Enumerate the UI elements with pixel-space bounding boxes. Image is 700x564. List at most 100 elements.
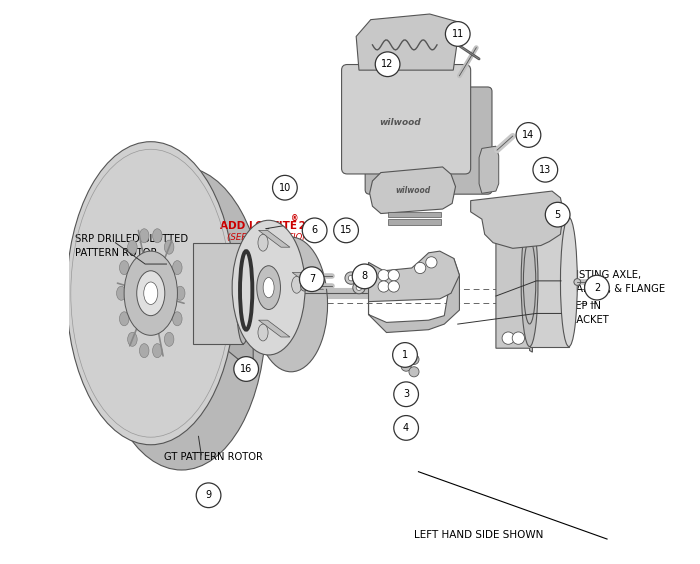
Ellipse shape (144, 282, 158, 305)
Ellipse shape (258, 324, 268, 341)
Circle shape (389, 281, 400, 292)
Ellipse shape (172, 261, 182, 275)
Text: 9: 9 (206, 490, 211, 500)
Ellipse shape (164, 240, 174, 254)
Ellipse shape (349, 275, 354, 281)
Text: (SEE INSTRUCTIONS): (SEE INSTRUCTIONS) (227, 232, 317, 241)
Text: 14: 14 (522, 130, 535, 140)
Bar (389, 219, 442, 225)
Ellipse shape (300, 282, 307, 291)
Polygon shape (496, 214, 533, 352)
Ellipse shape (522, 218, 538, 346)
Polygon shape (368, 258, 459, 333)
Bar (389, 212, 442, 218)
Ellipse shape (149, 321, 156, 332)
Ellipse shape (127, 240, 137, 254)
Circle shape (409, 367, 419, 377)
Circle shape (334, 218, 358, 243)
Circle shape (393, 342, 417, 367)
Ellipse shape (263, 277, 274, 298)
Ellipse shape (136, 271, 164, 316)
Circle shape (401, 347, 411, 357)
Ellipse shape (292, 276, 302, 293)
Circle shape (394, 416, 419, 440)
Text: SRP DRILLED/SLOTTED
PATTERN ROTOR: SRP DRILLED/SLOTTED PATTERN ROTOR (75, 233, 188, 258)
Text: EXISTING AXLE,
BEARING, & FLANGE: EXISTING AXLE, BEARING, & FLANGE (564, 270, 666, 294)
Ellipse shape (124, 251, 177, 336)
Polygon shape (370, 167, 456, 214)
Text: 6: 6 (312, 226, 318, 235)
Ellipse shape (345, 272, 357, 284)
Text: wilwood: wilwood (395, 186, 430, 195)
Circle shape (375, 52, 400, 77)
Ellipse shape (574, 279, 581, 285)
Circle shape (516, 122, 541, 147)
Text: STEP IN
BRACKET: STEP IN BRACKET (564, 301, 609, 325)
Ellipse shape (236, 243, 251, 343)
Ellipse shape (159, 313, 165, 323)
Ellipse shape (97, 167, 266, 470)
Text: GT PATTERN ROTOR: GT PATTERN ROTOR (164, 452, 262, 462)
Polygon shape (193, 243, 244, 343)
Circle shape (272, 175, 298, 200)
Ellipse shape (255, 237, 328, 372)
FancyBboxPatch shape (342, 64, 470, 174)
Text: 13: 13 (539, 165, 552, 175)
Circle shape (533, 157, 558, 182)
Polygon shape (356, 14, 460, 70)
Ellipse shape (146, 255, 152, 265)
Ellipse shape (258, 234, 268, 251)
Ellipse shape (353, 281, 365, 294)
Circle shape (394, 382, 419, 407)
Text: 16: 16 (240, 364, 252, 374)
Ellipse shape (164, 295, 171, 305)
Text: 271: 271 (295, 221, 321, 231)
Polygon shape (292, 272, 323, 289)
Polygon shape (470, 191, 564, 248)
Ellipse shape (172, 312, 182, 326)
Circle shape (512, 223, 524, 235)
Text: 12: 12 (382, 59, 394, 69)
Text: 7: 7 (309, 274, 315, 284)
Text: 1: 1 (402, 350, 408, 360)
Ellipse shape (153, 343, 162, 358)
Circle shape (378, 281, 389, 292)
Circle shape (502, 332, 514, 344)
Circle shape (512, 332, 524, 344)
Ellipse shape (127, 332, 137, 346)
Circle shape (352, 264, 377, 289)
Ellipse shape (561, 218, 578, 346)
Ellipse shape (139, 343, 149, 358)
Text: wilwood: wilwood (379, 117, 421, 126)
Circle shape (302, 218, 327, 243)
Text: 11: 11 (452, 29, 464, 39)
Polygon shape (258, 320, 290, 337)
Text: 10: 10 (279, 183, 291, 193)
Polygon shape (223, 240, 253, 372)
Ellipse shape (257, 266, 281, 310)
Ellipse shape (120, 312, 129, 326)
Ellipse shape (155, 259, 162, 269)
Ellipse shape (120, 261, 129, 275)
Circle shape (426, 257, 437, 268)
Text: 4: 4 (403, 423, 410, 433)
Ellipse shape (132, 302, 139, 312)
Text: 15: 15 (340, 226, 352, 235)
Ellipse shape (131, 281, 138, 292)
Text: 8: 8 (361, 271, 368, 281)
Circle shape (196, 483, 221, 508)
Ellipse shape (164, 332, 174, 346)
Text: 2: 2 (594, 283, 600, 293)
Ellipse shape (153, 229, 162, 243)
Ellipse shape (356, 285, 362, 290)
Circle shape (389, 270, 400, 281)
Text: ®: ® (290, 215, 298, 224)
Text: 3: 3 (403, 389, 410, 399)
Circle shape (414, 262, 426, 274)
Text: 5: 5 (554, 210, 561, 219)
Ellipse shape (139, 318, 146, 328)
Text: ADD LOCTITE: ADD LOCTITE (220, 221, 297, 231)
Ellipse shape (139, 229, 149, 243)
Polygon shape (479, 146, 498, 193)
Circle shape (409, 354, 419, 364)
